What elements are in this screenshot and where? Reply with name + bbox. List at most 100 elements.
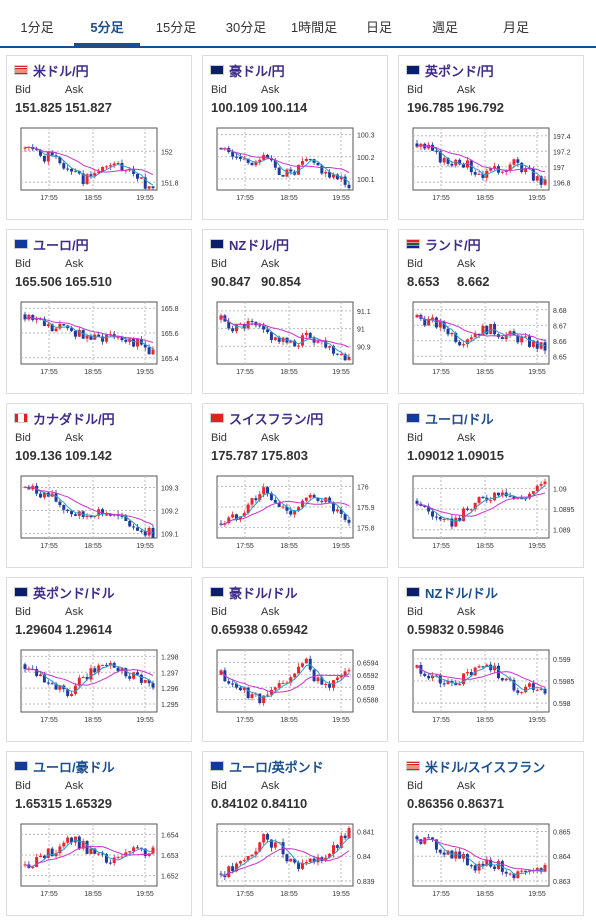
candle-body: [347, 519, 351, 523]
candle-body: [343, 354, 347, 361]
rate-card[interactable]: ユーロ/ドル Bid 1.09012 Ask 1.09015 1.09 1.0895 1.08…: [398, 403, 584, 568]
ask-label: Ask: [65, 84, 84, 96]
pair-name[interactable]: ユーロ/ドル: [425, 411, 494, 427]
candle-body: [269, 493, 273, 500]
candle-body: [297, 862, 301, 869]
ask-label: Ask: [457, 780, 476, 792]
rate-card[interactable]: 米ドル/スイスフラン Bid 0.86356 Ask 0.86371 0.865 0.864…: [398, 751, 584, 916]
x-tick-label: 19:55: [136, 543, 154, 550]
rate-card[interactable]: 米ドル/円 Bid 151.825 Ask 151.827 152 151.8 17:55 18…: [6, 55, 192, 220]
candle-body: [46, 848, 50, 859]
candle-body: [473, 667, 477, 676]
candle-body: [89, 848, 93, 854]
y-tick-label: 197.4: [553, 134, 571, 141]
bid-label: Bid: [211, 84, 227, 96]
candle-body: [493, 866, 497, 869]
pair-name[interactable]: ユーロ/英ポンド: [229, 759, 324, 775]
candle-body: [347, 356, 351, 361]
rate-card[interactable]: NZドル/ドル Bid 0.59832 Ask 0.59846 0.599 0.5985 0.…: [398, 577, 584, 742]
pair-name[interactable]: ユーロ/円: [33, 237, 89, 253]
rate-card[interactable]: スイスフラン/円 Bid 175.787 Ask 175.803 176 175.9 175.…: [202, 403, 388, 568]
pair-name[interactable]: 豪ドル/ドル: [229, 585, 298, 601]
candle-body: [535, 176, 539, 181]
rate-card[interactable]: 英ポンド/円 Bid 196.785 Ask 196.792 197.4 197.2 197 1…: [398, 55, 584, 220]
candle-body: [431, 675, 435, 679]
tab-5[interactable]: 日足: [365, 20, 392, 35]
candle-body: [454, 159, 458, 166]
rate-card[interactable]: ユーロ/英ポンド Bid 0.84102 Ask 0.84110 0.841 0.84 0.8…: [202, 751, 388, 916]
candle-body: [242, 512, 246, 517]
candle-body: [442, 321, 446, 329]
candle-body: [97, 853, 101, 855]
x-tick-label: 18:55: [84, 543, 102, 550]
ma-long-line: [24, 486, 154, 526]
tab-6[interactable]: 週足: [431, 20, 458, 35]
bid-value: 0.65938: [211, 622, 258, 637]
candle-body: [235, 514, 239, 520]
rate-card[interactable]: カナダドル/円 Bid 109.136 Ask 109.142 109.3 109.2 109…: [6, 403, 192, 568]
candle-body: [500, 171, 504, 173]
candle-body: [477, 666, 481, 668]
ask-label: Ask: [65, 432, 84, 444]
tab-7[interactable]: 月足: [502, 20, 529, 35]
pair-name[interactable]: ユーロ/豪ドル: [33, 759, 115, 775]
candle-body: [481, 863, 485, 866]
candle-body: [297, 507, 301, 511]
pair-name[interactable]: 豪ドル/円: [229, 63, 285, 79]
candle-body: [89, 335, 93, 340]
candle-body: [438, 321, 442, 328]
rate-card[interactable]: ランド/円 Bid 8.653 Ask 8.662 8.68 8.67 8.66 8.65 17:…: [398, 229, 584, 394]
pair-name[interactable]: カナダドル/円: [33, 411, 115, 427]
candle-body: [454, 332, 458, 342]
candle-body: [143, 177, 147, 189]
tab-4[interactable]: 1時間足: [290, 20, 338, 35]
candle-body: [431, 144, 435, 151]
pair-name[interactable]: NZドル/ドル: [425, 585, 498, 601]
y-tick-label: 1.298: [161, 654, 179, 661]
pair-name[interactable]: ランド/円: [425, 237, 481, 253]
candle-body: [289, 340, 293, 343]
candle-body: [42, 318, 46, 326]
rate-card[interactable]: NZドル/円 Bid 90.847 Ask 90.854 91.1 91 90.9 17:55 1…: [202, 229, 388, 394]
pair-name[interactable]: NZドル/円: [229, 237, 289, 253]
rate-card[interactable]: 豪ドル/円 Bid 100.109 Ask 100.114 100.3 100.2 100.1…: [202, 55, 388, 220]
candle-body: [219, 670, 223, 675]
candle-body: [250, 854, 254, 857]
y-tick-label: 0.839: [357, 879, 375, 886]
candle-body: [324, 684, 328, 686]
pair-name[interactable]: スイスフラン/円: [229, 411, 324, 427]
candle-body: [458, 517, 462, 522]
candle-body: [500, 492, 504, 496]
pair-header: スイスフラン/円: [210, 410, 324, 427]
ask-value: 0.86371: [457, 796, 504, 811]
bid-label: Bid: [211, 780, 227, 792]
tab-0[interactable]: 1分足: [20, 20, 54, 35]
pair-name[interactable]: 米ドル/スイスフラン: [425, 759, 546, 775]
ma-short-line: [24, 486, 154, 534]
pair-name[interactable]: 米ドル/円: [33, 63, 89, 79]
candle-body: [343, 176, 347, 185]
rate-card[interactable]: 豪ドル/ドル Bid 0.65938 Ask 0.65942 0.6594 0.6592 0.…: [202, 577, 388, 742]
bid-value: 1.65315: [15, 796, 62, 811]
timeframe-tabs: 1分足 5分足 15分足 30分足 1時間足 日足 週足 月足: [0, 0, 596, 48]
pair-name[interactable]: 英ポンド/円: [425, 63, 494, 79]
candle-body: [304, 862, 308, 864]
tab-2[interactable]: 15分足: [155, 20, 197, 35]
rate-card[interactable]: ユーロ/豪ドル Bid 1.65315 Ask 1.65329 1.654 1.653 1.6…: [6, 751, 192, 916]
flag-icon: [14, 413, 28, 423]
pair-name[interactable]: 英ポンド/ドル: [33, 585, 115, 601]
candle-body: [539, 688, 543, 690]
rate-card[interactable]: ユーロ/円 Bid 165.506 Ask 165.510 165.8 165.6 165.4…: [6, 229, 192, 394]
candle-body: [258, 159, 262, 162]
candle-body: [66, 837, 70, 843]
candle-body: [446, 681, 450, 684]
rate-card[interactable]: 英ポンド/ドル Bid 1.29604 Ask 1.29614 1.298 1.297 1.2…: [6, 577, 192, 742]
tab-1[interactable]: 5分足: [74, 0, 140, 46]
candle-body: [139, 177, 143, 179]
ma-long-line: [24, 845, 154, 867]
candle-body: [543, 864, 547, 872]
candle-body: [112, 857, 116, 864]
tab-3[interactable]: 30分足: [225, 20, 267, 35]
candle-body: [238, 687, 242, 691]
x-tick-label: 17:55: [40, 717, 58, 724]
